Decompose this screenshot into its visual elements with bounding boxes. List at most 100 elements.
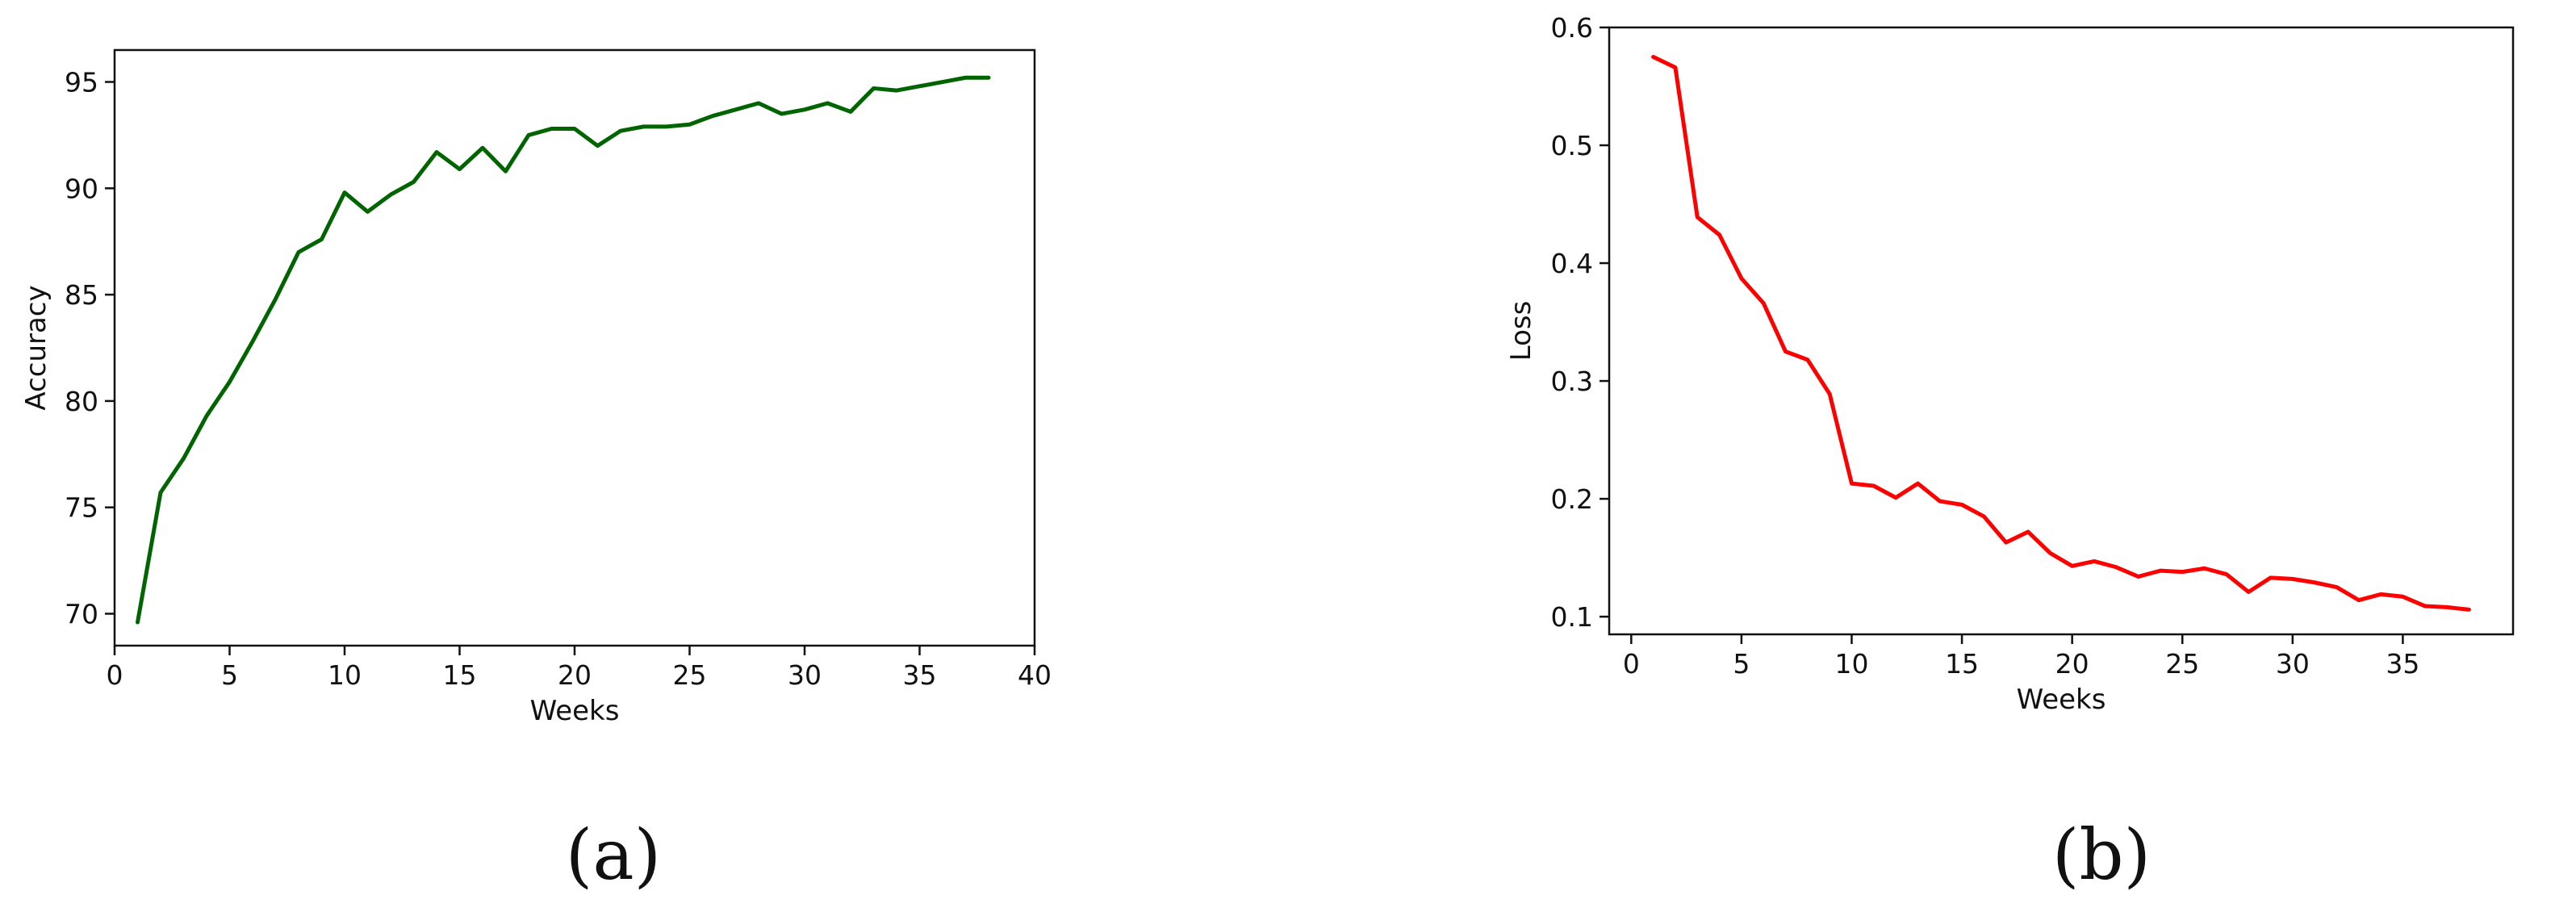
data-point [1805, 358, 1809, 362]
x-tick-label: 20 [558, 659, 592, 691]
data-point [2313, 580, 2317, 584]
data-point [596, 144, 600, 148]
data-point [2158, 569, 2162, 573]
data-point [2181, 570, 2185, 574]
data-point [343, 190, 346, 194]
data-point [2445, 605, 2449, 609]
x-tick-label: 10 [1834, 648, 1868, 680]
x-tick-label: 40 [1018, 659, 1052, 691]
y-tick-label: 0.5 [1551, 130, 1593, 161]
plot-frame [1608, 26, 2515, 636]
data-point [941, 80, 944, 84]
x-tick-label: 0 [107, 659, 123, 691]
x-tick-label: 15 [443, 659, 477, 691]
x-axis-label: Weeks [2017, 684, 2106, 716]
data-point [159, 491, 162, 495]
y-axis-label: Loss [1505, 301, 1537, 362]
data-point [2467, 608, 2471, 612]
data-point [481, 146, 484, 150]
data-point [1871, 484, 1876, 488]
x-tick-label: 35 [903, 659, 937, 691]
y-tick-label: 0.2 [1551, 483, 1593, 515]
data-point [2202, 567, 2206, 571]
series-line [136, 75, 991, 625]
data-point [2004, 541, 2008, 545]
data-point [2048, 551, 2052, 555]
data-point [435, 150, 438, 154]
data-point [2026, 529, 2030, 533]
data-point [803, 107, 806, 111]
data-point [2136, 575, 2140, 579]
data-point [895, 89, 898, 93]
data-point [642, 124, 646, 128]
data-point [1739, 277, 1743, 281]
data-point [1828, 392, 1832, 396]
data-point [205, 414, 208, 418]
data-point [757, 101, 760, 105]
data-point [2269, 575, 2273, 579]
data-point [711, 114, 714, 118]
data-point [2114, 565, 2118, 569]
data-point [228, 380, 232, 384]
data-point [320, 237, 324, 241]
x-tick-label: 25 [673, 659, 707, 691]
caption-a: (a) [565, 815, 662, 896]
y-tick-label: 0.3 [1551, 366, 1593, 397]
data-point [1960, 503, 1964, 507]
data-point [251, 340, 254, 344]
data-point [688, 123, 692, 127]
data-point [1762, 301, 1766, 305]
data-point [1673, 65, 1677, 69]
x-axis-label: Weeks [530, 695, 620, 727]
data-point [1784, 349, 1788, 353]
data-point [1850, 482, 1854, 486]
data-point [665, 124, 668, 128]
data-point [527, 133, 530, 137]
data-point [389, 193, 392, 197]
data-point [504, 169, 508, 174]
y-tick-label: 85 [65, 279, 98, 311]
y-axis-label: Accuracy [20, 285, 52, 410]
y-tick-label: 0.6 [1551, 12, 1593, 44]
data-point [2423, 604, 2427, 608]
data-point [412, 180, 416, 184]
data-point [2335, 585, 2339, 589]
data-point [2356, 598, 2361, 602]
data-point [458, 167, 462, 171]
data-point [918, 84, 922, 88]
x-tick-label: 5 [221, 659, 238, 691]
data-point [2224, 572, 2228, 576]
y-tick-label: 70 [65, 598, 98, 629]
data-point [2247, 590, 2251, 594]
data-point [1717, 232, 1721, 236]
x-tick-label: 0 [1623, 648, 1640, 680]
x-tick-label: 25 [2165, 648, 2199, 680]
data-point [297, 250, 300, 254]
x-tick-label: 10 [328, 659, 362, 691]
x-tick-label: 30 [2276, 648, 2310, 680]
x-tick-label: 30 [788, 659, 822, 691]
x-tick-label: 15 [1945, 648, 1979, 680]
caption-b: (b) [2051, 815, 2152, 896]
data-point [1696, 215, 1700, 220]
data-point [734, 107, 738, 111]
series-line [1651, 55, 2471, 612]
y-tick-label: 90 [65, 173, 98, 204]
data-point [872, 86, 876, 90]
data-point [1982, 514, 1986, 518]
data-point [573, 127, 576, 131]
y-tick-label: 75 [65, 492, 98, 524]
data-point [780, 112, 784, 116]
data-point [964, 76, 968, 80]
y-tick-label: 80 [65, 386, 98, 417]
data-point [2379, 592, 2383, 596]
data-point [2401, 595, 2405, 599]
data-point [1894, 496, 1898, 500]
data-point [550, 127, 554, 131]
data-point [2290, 577, 2294, 581]
data-point [619, 129, 622, 133]
x-tick-label: 35 [2386, 648, 2419, 680]
